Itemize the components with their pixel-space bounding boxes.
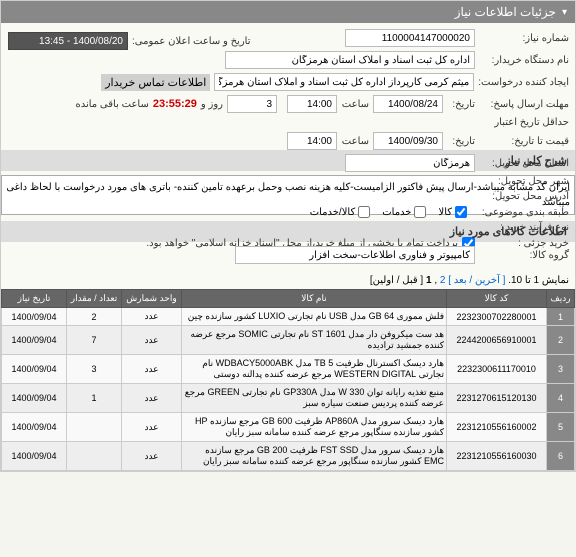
cell-code: 2232300611170010: [447, 355, 547, 384]
cell-code: 2231270615120130: [447, 384, 547, 413]
remain-days-lbl: روز و: [201, 99, 223, 110]
th-code: کد کالا: [447, 290, 547, 308]
cell-idx: 1: [547, 308, 575, 326]
cell-date: 1400/09/04: [2, 355, 67, 384]
creator-label: ایجاد کننده درخواست:: [478, 77, 569, 88]
countdown: 23:55:29: [153, 98, 197, 110]
panel-header: ▾ جزئیات اطلاعات نیاز: [1, 1, 575, 23]
nav-next[interactable]: / بعد ]: [448, 275, 472, 286]
need-no-input[interactable]: [345, 29, 475, 47]
valid-date-lbl: تاریخ:: [447, 136, 475, 147]
cell-name: هارد دیسک سرور مدل AP860A ظرفیت GB 600 م…: [182, 413, 447, 442]
valid-min-label: حداقل تاریخ اعتبار: [479, 117, 569, 128]
cell-unit: عدد: [122, 384, 182, 413]
qty-note-label: قیمت تا تاریخ:: [479, 136, 569, 147]
table-row[interactable]: 32232300611170010هارد دیسک اکسترنال ظرفی…: [2, 355, 575, 384]
cell-unit: عدد: [122, 326, 182, 355]
nav-page-1: 1: [426, 275, 432, 286]
cell-date: 1400/09/04: [2, 442, 67, 471]
cb-service[interactable]: خدمات: [382, 206, 426, 218]
partial-label: خرید جزئی :: [479, 238, 569, 249]
cell-idx: 4: [547, 384, 575, 413]
cell-date: 1400/09/04: [2, 326, 67, 355]
remain-days-input: [227, 95, 277, 113]
group-input[interactable]: [235, 246, 475, 264]
need-no-label: شماره نیاز:: [479, 33, 569, 44]
th-date: تاریخ نیاز: [2, 290, 67, 308]
nav-text: نمایش 1 تا 10.: [508, 275, 569, 286]
reply-date-input[interactable]: [373, 95, 443, 113]
valid-time-input[interactable]: [287, 132, 337, 150]
reply-date-lbl: تاریخ:: [447, 99, 475, 110]
cell-qty: [67, 413, 122, 442]
remain-lbl: ساعت باقی مانده: [75, 99, 148, 110]
th-unit: واحد شمارش: [122, 290, 182, 308]
cell-qty: 7: [67, 326, 122, 355]
cell-unit: عدد: [122, 355, 182, 384]
reply-time-lbl: ساعت: [341, 99, 369, 110]
panel-title: جزئیات اطلاعات نیاز: [455, 5, 556, 19]
table-row[interactable]: 52231210556160002هارد دیسک سرور مدل AP86…: [2, 413, 575, 442]
cell-name: هارد دیسک سرور مدل FST SSD ظرفیت GB 200 …: [182, 442, 447, 471]
cell-code: 2231210556160002: [447, 413, 547, 442]
cell-name: منبع تغذیه رایانه توان 330 W مدل GP330A …: [182, 384, 447, 413]
cell-qty: 2: [67, 308, 122, 326]
th-idx: ردیف: [547, 290, 575, 308]
creator-input[interactable]: [214, 73, 474, 91]
th-name: نام کالا: [182, 290, 447, 308]
cell-idx: 6: [547, 442, 575, 471]
cell-idx: 3: [547, 355, 575, 384]
cb-goods-service-input[interactable]: [358, 206, 370, 218]
details-panel: ▾ جزئیات اطلاعات نیاز شماره نیاز: نام دس…: [0, 0, 576, 472]
cell-idx: 5: [547, 413, 575, 442]
cell-idx: 2: [547, 326, 575, 355]
chevron-down-icon: ▾: [562, 7, 567, 18]
cell-qty: 1: [67, 384, 122, 413]
cell-name: فلش مموری 64 GB مدل USB نام تجارتی LUXIO…: [182, 308, 447, 326]
announce-input: [8, 32, 128, 50]
buyer-label: نام دستگاه خریدار:: [479, 55, 569, 66]
pagination: نمایش 1 تا 10. [ آخرین / بعد ] 2 , 1 [ ق…: [1, 272, 575, 289]
table-row[interactable]: 42231270615120130منبع تغذیه رایانه توان …: [2, 384, 575, 413]
cell-date: 1400/09/04: [2, 384, 67, 413]
reply-deadline-label: مهلت ارسال پاسخ:: [479, 99, 569, 110]
cell-name: هارد دیسک اکسترنال ظرفیت TB 5 مدل WDBACY…: [182, 355, 447, 384]
cb-goods-service[interactable]: کالا/خدمات: [310, 206, 371, 218]
cell-date: 1400/09/04: [2, 308, 67, 326]
cb-service-input[interactable]: [414, 206, 426, 218]
nav-page-2[interactable]: 2: [440, 275, 446, 286]
cell-unit: عدد: [122, 442, 182, 471]
nav-last[interactable]: [ آخرین: [475, 275, 505, 286]
cell-code: 2244200656910001: [447, 326, 547, 355]
table-row[interactable]: 22244200656910001هد ست میکروفن دار مدل 1…: [2, 326, 575, 355]
contact-button[interactable]: اطلاعات تماس خریدار: [101, 74, 210, 91]
cell-unit: عدد: [122, 308, 182, 326]
nav-prev-first: [ قبل / اولین]: [370, 275, 423, 286]
form-area: شماره نیاز: نام دستگاه خریدار: ایجاد کنن…: [1, 23, 575, 144]
announce-label: تاریخ و ساعت اعلان عمومی:: [132, 36, 251, 47]
buyer-input[interactable]: [225, 51, 475, 69]
cell-code: 2232300702280001: [447, 308, 547, 326]
cb-goods[interactable]: کالا: [438, 206, 467, 218]
table-row[interactable]: 12232300702280001فلش مموری 64 GB مدل USB…: [2, 308, 575, 326]
cell-qty: 3: [67, 355, 122, 384]
group-label: گروه کالا:: [479, 250, 569, 261]
cell-unit: عدد: [122, 413, 182, 442]
valid-time-lbl: ساعت: [341, 136, 369, 147]
nav-sep: ,: [434, 275, 437, 286]
reply-time-input[interactable]: [287, 95, 337, 113]
cell-code: 2231210556160030: [447, 442, 547, 471]
cell-date: 1400/09/04: [2, 413, 67, 442]
items-table: ردیف کد کالا نام کالا واحد شمارش تعداد /…: [1, 289, 575, 471]
province-input[interactable]: [345, 154, 475, 172]
cell-qty: [67, 442, 122, 471]
valid-date-input[interactable]: [373, 132, 443, 150]
table-row[interactable]: 62231210556160030هارد دیسک سرور مدل FST …: [2, 442, 575, 471]
th-qty: تعداد / مقدار: [67, 290, 122, 308]
cb-goods-input[interactable]: [455, 206, 467, 218]
cell-name: هد ست میکروفن دار مدل 1601 ST نام تجارتی…: [182, 326, 447, 355]
